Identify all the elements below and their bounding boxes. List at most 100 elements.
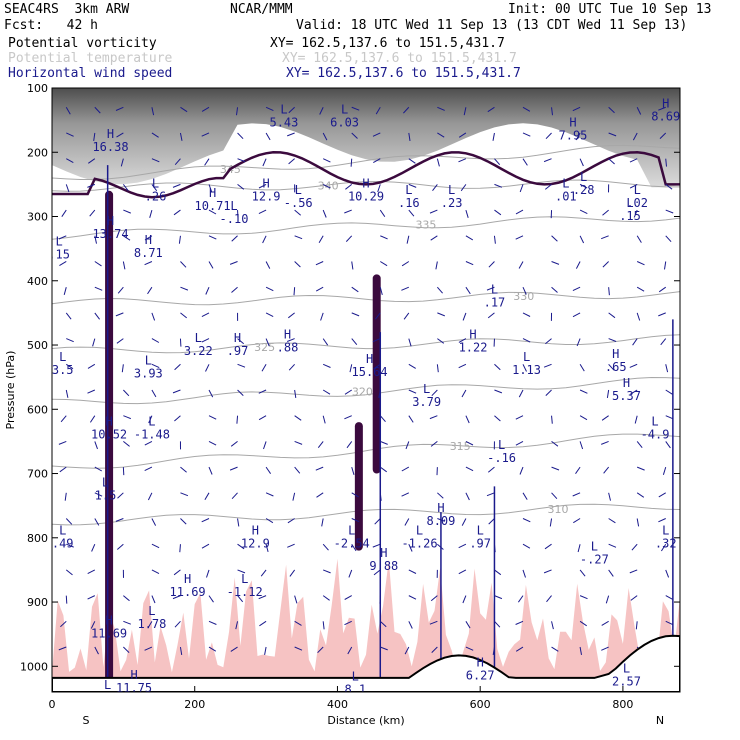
wind-vector (122, 184, 129, 192)
extremum-high-marker: H (209, 186, 216, 200)
wind-vector (237, 338, 245, 345)
wind-vector (408, 544, 413, 552)
wind-vector (208, 440, 217, 446)
extremum-low-marker: L (562, 177, 569, 191)
wind-vector (265, 261, 271, 269)
wind-vector (636, 261, 645, 266)
wind-vector (172, 389, 181, 394)
wind-vector (180, 286, 189, 291)
wind-vector (408, 209, 415, 217)
wind-vector (373, 569, 381, 576)
wind-vector (431, 389, 438, 397)
wind-vector (579, 441, 584, 450)
extremum-high-marker: H (469, 328, 476, 342)
extremum-high-marker: H (145, 233, 152, 247)
wind-speed-shading (52, 558, 680, 686)
wind-vector (204, 492, 210, 500)
extremum-value-label: 11.75 (116, 681, 152, 695)
wind-vector (543, 569, 552, 574)
wind-vector (658, 286, 667, 293)
wind-vector (572, 312, 581, 318)
extremum-low-marker: L (104, 678, 111, 692)
wind-vector (151, 543, 160, 549)
forecast-hour: Fcst: 42 h (4, 18, 98, 33)
wind-vector (345, 235, 353, 242)
wind-vector (494, 569, 502, 576)
wind-vector (372, 338, 381, 343)
wind-vector (201, 312, 210, 318)
model-name: SEAC4RS 3km ARW (4, 2, 130, 17)
theta-contour-label: 330 (513, 290, 534, 303)
wind-vector (89, 209, 96, 217)
wind-vector (344, 620, 352, 626)
wind-vector (61, 209, 67, 217)
wind-vector (351, 312, 360, 317)
wind-vector (174, 158, 181, 166)
wind-vector (258, 389, 267, 394)
wind-vector (545, 132, 552, 140)
field-xy-theta: XY= 162.5,137.6 to 151.5,431.7 (282, 51, 517, 66)
wind-vector (380, 440, 388, 445)
wind-vector (294, 595, 298, 604)
wind-vector (180, 106, 188, 113)
wind-vector (348, 569, 353, 578)
pv-maximum (354, 422, 363, 551)
wind-vector (147, 621, 153, 629)
wind-vector (579, 646, 582, 655)
wind-vector (519, 184, 524, 193)
wind-vector (608, 543, 617, 548)
wind-vector (123, 415, 131, 420)
wind-vector (458, 132, 467, 138)
wind-vector (87, 569, 96, 575)
extremum-low-marker: L (102, 475, 109, 489)
wind-vector (208, 646, 217, 652)
extremum-value-label: 8.71 (134, 246, 163, 260)
wind-vector (208, 235, 217, 240)
wind-vector (294, 235, 303, 240)
wind-vector (315, 286, 324, 292)
wind-vector (636, 107, 642, 115)
wind-vector (662, 466, 667, 475)
wind-vector (65, 184, 70, 193)
extremum-value-label: .23 (441, 196, 463, 210)
wind-vector (287, 312, 295, 319)
wind-vector (178, 235, 181, 244)
wind-vector (294, 261, 301, 268)
wind-vector (515, 440, 524, 446)
wind-vector (403, 312, 410, 320)
wind-vector (201, 543, 210, 549)
wind-vector (322, 569, 331, 574)
wind-vector (518, 389, 524, 398)
wind-vector (237, 183, 245, 190)
wind-vector (551, 621, 554, 630)
wind-vector (458, 158, 467, 163)
wind-vector (151, 312, 156, 321)
wind-vector (258, 595, 267, 600)
wind-vector (608, 287, 610, 296)
wind-vector (408, 569, 417, 574)
wind-vector (429, 620, 438, 625)
wind-vector (144, 646, 153, 651)
wind-vector (431, 646, 438, 653)
wind-vector (60, 620, 67, 628)
wind-vector (488, 261, 495, 268)
y-tick-label: 900 (27, 596, 48, 609)
wind-vector (294, 389, 297, 398)
wind-vector (144, 440, 153, 446)
wind-vector (94, 466, 103, 472)
extremum-high-marker: H (234, 331, 241, 345)
extremum-value-label: 13.74 (92, 227, 128, 241)
wind-vector (665, 595, 674, 600)
wind-vector (636, 492, 645, 498)
wind-vector (608, 518, 616, 524)
y-tick-label: 700 (27, 468, 48, 481)
wind-vector (180, 492, 189, 497)
wind-vector (208, 184, 213, 193)
field-xy-pv: XY= 162.5,137.6 to 151.5,431.7 (270, 36, 505, 51)
wind-vector (518, 261, 524, 269)
wind-vector (608, 338, 617, 342)
extremum-value-label: 3.22 (184, 344, 213, 358)
wind-vector (551, 492, 558, 500)
plot-frame (51, 87, 681, 693)
wind-vector (665, 389, 673, 395)
